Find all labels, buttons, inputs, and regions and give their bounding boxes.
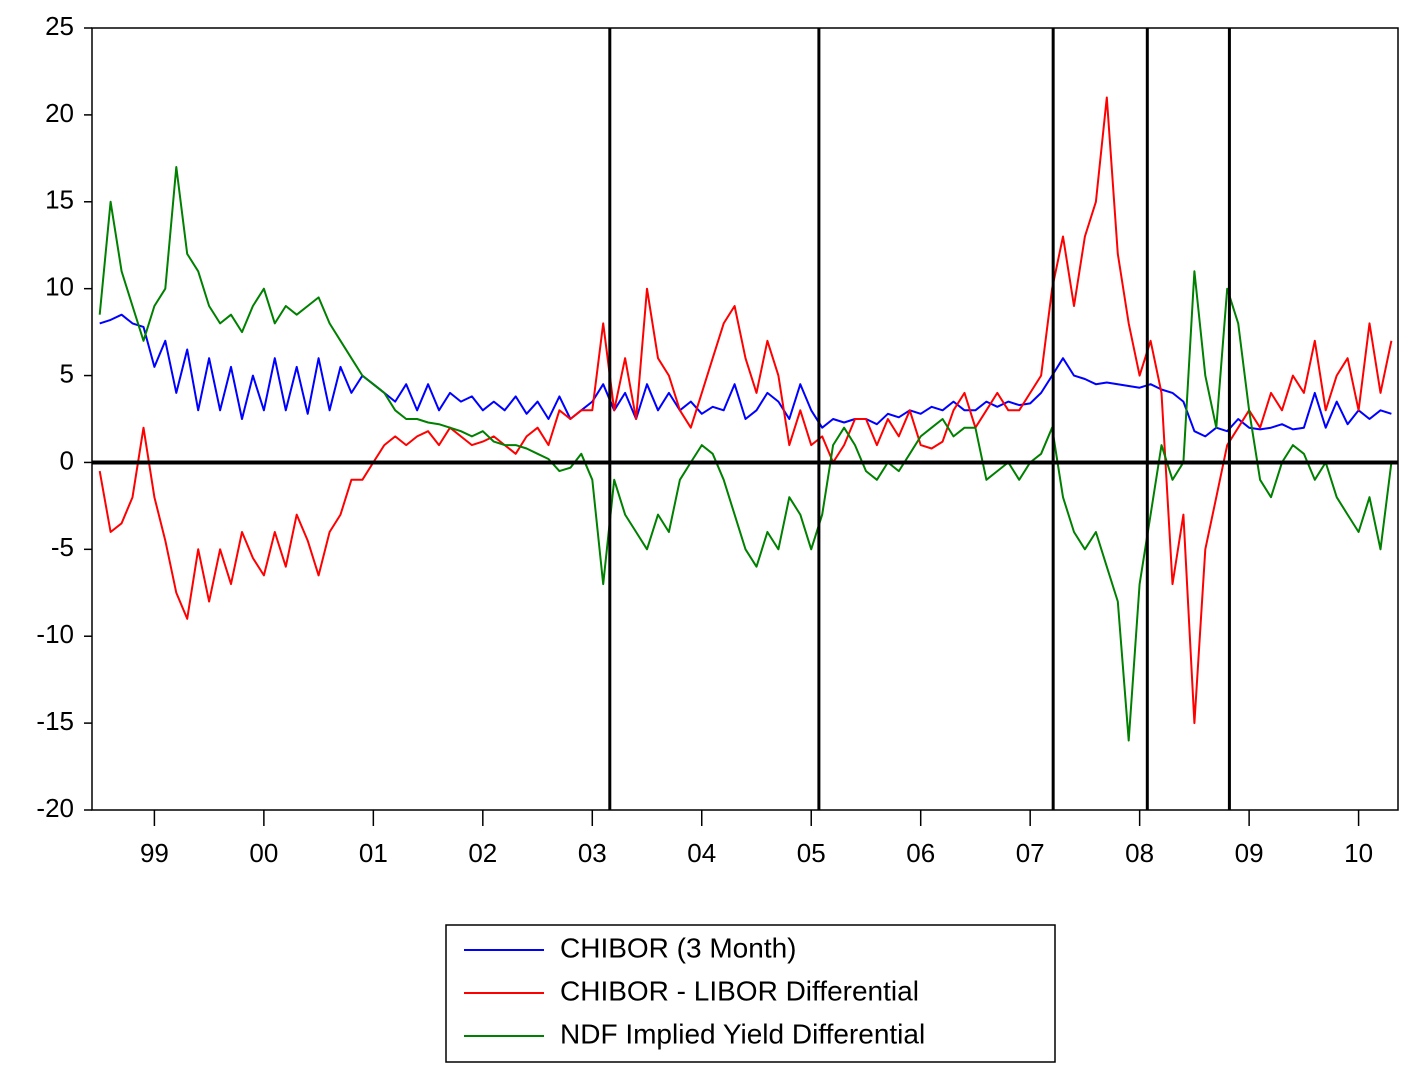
x-tick-label: 10 — [1344, 838, 1373, 868]
legend-label: NDF Implied Yield Differential — [560, 1018, 925, 1049]
y-tick-label: 20 — [45, 98, 74, 128]
plot-area — [92, 28, 1398, 810]
series-line — [98, 96, 1393, 725]
x-tick-label: 01 — [359, 838, 388, 868]
y-tick-label: 5 — [60, 358, 74, 388]
x-tick-label: 04 — [687, 838, 716, 868]
legend-label: CHIBOR - LIBOR Differential — [560, 975, 919, 1006]
y-tick-label: 15 — [45, 185, 74, 215]
y-tick-label: -5 — [51, 532, 74, 562]
y-tick-label: 0 — [60, 445, 74, 475]
y-tick-label: -10 — [36, 619, 74, 649]
x-tick-label: 02 — [468, 838, 497, 868]
y-tick-label: -15 — [36, 706, 74, 736]
x-tick-label: 07 — [1016, 838, 1045, 868]
x-tick-label: 08 — [1125, 838, 1154, 868]
plot-frame — [91, 27, 1399, 811]
legend — [445, 924, 1056, 1063]
x-tick-label: 03 — [578, 838, 607, 868]
x-tick-label: 00 — [249, 838, 278, 868]
x-tick-label: 09 — [1235, 838, 1264, 868]
y-tick-label: 10 — [45, 272, 74, 302]
x-tick-label: 05 — [797, 838, 826, 868]
x-tick-label: 99 — [140, 838, 169, 868]
x-tick-label: 06 — [906, 838, 935, 868]
series-line — [98, 166, 1393, 742]
legend-label: CHIBOR (3 Month) — [560, 932, 797, 963]
y-tick-label: -20 — [36, 793, 74, 823]
y-tick-label: 25 — [45, 11, 74, 41]
series-line — [99, 313, 1392, 438]
